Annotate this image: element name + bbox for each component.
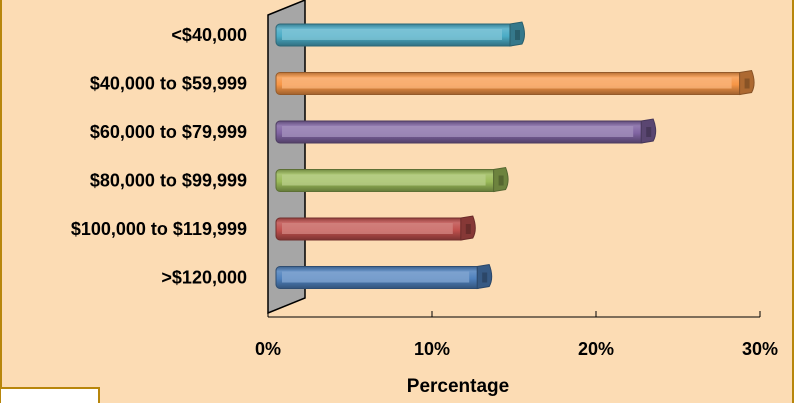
x-axis-tick-label: 30% <box>742 339 778 359</box>
y-axis-category-label: <$40,000 <box>171 25 247 45</box>
x-axis-tick-label: 10% <box>414 339 450 359</box>
y-axis-category-label: $80,000 to $99,999 <box>90 171 247 191</box>
y-axis-category-label: $40,000 to $59,999 <box>90 74 247 94</box>
bar <box>275 21 525 47</box>
y-axis-category-label: $60,000 to $79,999 <box>90 122 247 142</box>
legend-box-fragment <box>0 387 100 408</box>
bar <box>275 166 509 193</box>
x-axis-tick-label: 20% <box>578 339 614 359</box>
y-axis-category-label: $100,000 to $119,999 <box>71 219 247 239</box>
bar <box>275 215 476 241</box>
y-axis-category-label: >$120,000 <box>161 268 247 288</box>
x-axis-tick-label: 0% <box>255 339 281 359</box>
x-axis-title: Percentage <box>407 376 509 397</box>
bar <box>275 118 657 144</box>
bar <box>275 69 755 96</box>
bar <box>275 263 493 290</box>
